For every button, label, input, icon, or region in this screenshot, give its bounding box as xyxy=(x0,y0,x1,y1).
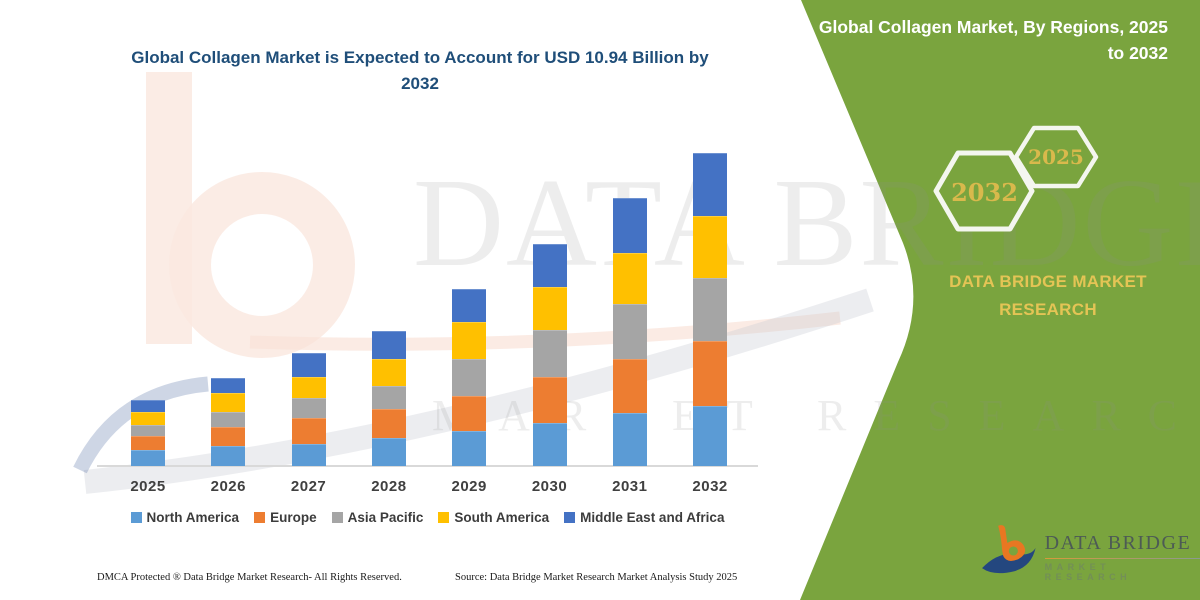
legend-item-north-america: North America xyxy=(130,510,240,525)
x-axis-label-2026: 2026 xyxy=(210,478,246,495)
chart-title: Global Collagen Market is Expected to Ac… xyxy=(131,48,709,94)
bar-segment-europe xyxy=(452,396,487,431)
bar-segment-europe xyxy=(291,418,326,444)
bar-segment-europe xyxy=(371,409,406,438)
bar-segment-asia-pacific xyxy=(131,425,165,436)
bar-segment-south-america xyxy=(371,359,406,386)
legend-label: North America xyxy=(146,510,240,525)
legend-item-europe: Europe xyxy=(254,510,317,525)
legend-label: South America xyxy=(454,510,550,525)
bar-segment-asia-pacific xyxy=(291,398,326,418)
bar-segment-south-america xyxy=(291,377,326,398)
logo-b-orange xyxy=(998,525,1026,562)
bar-segment-asia-pacific xyxy=(452,359,487,396)
bar-segment-asia-pacific xyxy=(371,386,406,409)
bar-segment-south-america xyxy=(612,253,647,304)
bar-segment-north-america xyxy=(371,438,406,466)
stacked-bar-2032 xyxy=(693,153,728,466)
x-axis-label-2031: 2031 xyxy=(612,478,648,495)
bar-segment-north-america xyxy=(211,446,246,466)
stacked-bar-2028 xyxy=(371,331,406,466)
bar-segment-middle-east-and-africa xyxy=(532,244,567,287)
x-axis-line xyxy=(97,465,758,467)
legend: North America Europe Asia Pacific South Ame… xyxy=(95,510,760,525)
bar-segment-europe xyxy=(131,436,165,450)
stacked-bar-2031 xyxy=(612,198,647,466)
bar-segment-asia-pacific xyxy=(612,304,647,359)
stacked-bar-2025 xyxy=(131,400,165,466)
bar-segment-north-america xyxy=(532,423,567,466)
legend-swatch xyxy=(331,512,343,523)
legend-swatch xyxy=(438,512,450,523)
bar-segment-middle-east-and-africa xyxy=(131,400,165,412)
bar-segment-middle-east-and-africa xyxy=(291,353,326,377)
x-axis-label-2030: 2030 xyxy=(531,478,568,495)
bar-segment-south-america xyxy=(131,412,165,425)
legend-item-asia-pacific: Asia Pacific xyxy=(331,510,424,525)
bar-segment-south-america xyxy=(452,322,487,359)
dmca-notice: DMCA Protected ® Data Bridge Market Rese… xyxy=(97,572,402,583)
bar-segment-europe xyxy=(211,427,246,446)
logo-b-counter xyxy=(1008,546,1018,556)
data-bridge-logo-icon xyxy=(982,525,1036,574)
legend-label: Middle East and Africa xyxy=(580,510,725,525)
bar-segment-north-america xyxy=(693,406,728,466)
legend-swatch xyxy=(130,512,142,523)
bar-segment-north-america xyxy=(291,444,326,466)
bar-segment-north-america xyxy=(612,413,647,466)
brand-line1: DATA BRIDGE MARKET xyxy=(949,272,1147,291)
side-panel-title: Global Collagen Market, By Regions, 2025… xyxy=(818,17,1168,64)
legend-swatch xyxy=(564,512,576,523)
logo-name: DATA BRIDGE xyxy=(1044,532,1200,559)
legend-label: Asia Pacific xyxy=(347,510,424,525)
stacked-bar-2029 xyxy=(452,289,487,466)
bar-segment-middle-east-and-africa xyxy=(693,153,728,216)
bar-segment-europe xyxy=(693,341,728,406)
bar-segment-asia-pacific xyxy=(693,278,728,341)
bar-segment-europe xyxy=(612,359,647,413)
brand-wordmark: DATA BRIDGE MARKET RESEARCH xyxy=(938,268,1158,324)
legend-item-middle-east-and-africa: Middle East and Africa xyxy=(564,510,724,525)
legend-swatch xyxy=(254,512,266,523)
x-axis-label-2027: 2027 xyxy=(290,478,327,495)
bar-segment-middle-east-and-africa xyxy=(612,198,647,253)
bar-segment-south-america xyxy=(211,393,246,412)
legend-item-south-america: South America xyxy=(438,510,549,525)
bar-segment-south-america xyxy=(693,216,728,278)
x-axis-label-2032: 2032 xyxy=(692,478,728,495)
x-axis-label-2029: 2029 xyxy=(451,478,487,495)
brand-line2: RESEARCH xyxy=(999,300,1097,320)
bar-segment-asia-pacific xyxy=(532,330,567,377)
bar-segment-north-america xyxy=(131,450,165,466)
bar-segment-asia-pacific xyxy=(211,412,246,427)
source-note: Source: Data Bridge Market Research Mark… xyxy=(455,572,738,583)
data-bridge-logo: DATA BRIDGE MARKET RESEARCH xyxy=(978,520,1200,582)
logo-text-block: DATA BRIDGE MARKET RESEARCH xyxy=(1044,532,1200,582)
bar-segment-middle-east-and-africa xyxy=(452,289,487,322)
bar-segment-south-america xyxy=(532,287,567,330)
bar-segment-north-america xyxy=(452,431,487,466)
bar-segment-europe xyxy=(532,377,567,423)
stacked-bar-2026 xyxy=(211,378,246,466)
x-axis-label-2025: 2025 xyxy=(130,478,166,495)
logo-subtitle: MARKET RESEARCH xyxy=(1044,562,1132,582)
stacked-bar-2027 xyxy=(291,353,326,466)
bar-segment-middle-east-and-africa xyxy=(371,331,406,359)
bar-segment-middle-east-and-africa xyxy=(211,378,246,393)
x-axis-label-2028: 2028 xyxy=(371,478,407,495)
legend-label: Europe xyxy=(270,510,317,525)
stacked-bar-2030 xyxy=(532,244,567,466)
